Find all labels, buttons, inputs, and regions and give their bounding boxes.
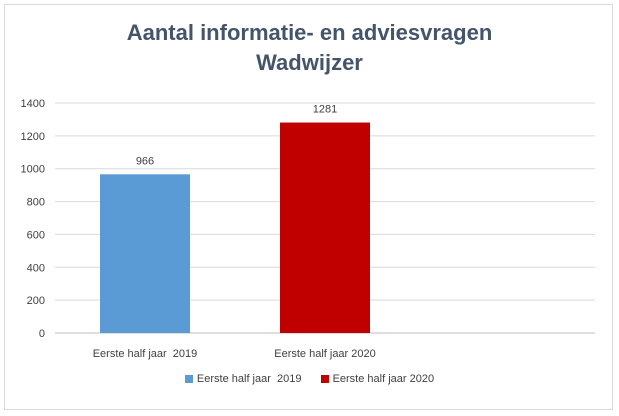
x-axis-ticks: Eerste half jaar 2019 Eerste half jaar 20… xyxy=(93,348,376,360)
y-tick-label: 1000 xyxy=(21,164,45,176)
y-tick-label: 1200 xyxy=(21,131,45,143)
x-tick-label: Eerste half jaar 2019 xyxy=(93,348,198,360)
bar-data-label: 1281 xyxy=(313,104,337,116)
y-tick-label: 1400 xyxy=(21,98,45,110)
legend: Eerste half jaar 2019 Eerste half jaar 2… xyxy=(0,373,619,386)
chart-title-line-2: Wadwijzer xyxy=(256,50,363,75)
chart-title: Aantal informatie- en adviesvragen Wadwi… xyxy=(0,18,619,78)
bar-2 xyxy=(280,122,370,333)
y-axis-ticks: 0 200 400 600 800 1000 1200 1400 xyxy=(21,98,45,340)
y-tick-label: 0 xyxy=(39,328,45,340)
bar-data-labels: 966 1281 xyxy=(136,104,337,168)
y-tick-label: 800 xyxy=(27,197,45,209)
y-tick-label: 200 xyxy=(27,295,45,307)
bar-1 xyxy=(100,174,190,333)
legend-item-2020: Eerste half jaar 2020 xyxy=(320,373,435,385)
y-tick-label: 600 xyxy=(27,229,45,241)
y-tick-label: 400 xyxy=(27,262,45,274)
chart-title-line-1: Aantal informatie- en adviesvragen xyxy=(126,20,493,45)
legend-label-2020: Eerste half jaar 2020 xyxy=(332,373,435,385)
legend-swatch-2019 xyxy=(184,375,193,383)
legend-item-2019: Eerste half jaar 2019 xyxy=(184,373,302,385)
legend-label-2019: Eerste half jaar 2019 xyxy=(196,373,302,385)
bars xyxy=(100,122,370,333)
x-tick-label: Eerste half jaar 2020 xyxy=(274,348,376,360)
legend-swatch-2020 xyxy=(320,375,329,383)
bar-data-label: 966 xyxy=(136,155,154,167)
